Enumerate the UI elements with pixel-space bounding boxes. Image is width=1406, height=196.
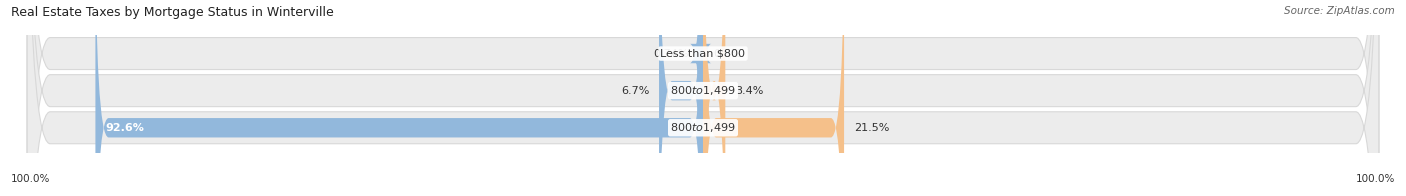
Text: 100.0%: 100.0% (1355, 174, 1395, 184)
Text: 21.5%: 21.5% (853, 123, 889, 133)
Text: $800 to $1,499: $800 to $1,499 (671, 84, 735, 97)
Text: Real Estate Taxes by Mortgage Status in Winterville: Real Estate Taxes by Mortgage Status in … (11, 6, 335, 19)
Text: 92.6%: 92.6% (105, 123, 145, 133)
FancyBboxPatch shape (27, 0, 1379, 196)
Text: 3.4%: 3.4% (735, 86, 763, 96)
Text: 6.7%: 6.7% (621, 86, 650, 96)
Text: Source: ZipAtlas.com: Source: ZipAtlas.com (1284, 6, 1395, 16)
FancyBboxPatch shape (690, 0, 711, 196)
FancyBboxPatch shape (27, 0, 1379, 196)
FancyBboxPatch shape (27, 0, 1379, 196)
Text: 0.0%: 0.0% (713, 49, 741, 59)
Text: $800 to $1,499: $800 to $1,499 (671, 121, 735, 134)
Text: 0.74%: 0.74% (652, 49, 689, 59)
Text: 100.0%: 100.0% (11, 174, 51, 184)
FancyBboxPatch shape (659, 0, 703, 196)
Text: Less than $800: Less than $800 (661, 49, 745, 59)
FancyBboxPatch shape (703, 0, 844, 196)
FancyBboxPatch shape (703, 0, 725, 196)
FancyBboxPatch shape (96, 0, 703, 196)
